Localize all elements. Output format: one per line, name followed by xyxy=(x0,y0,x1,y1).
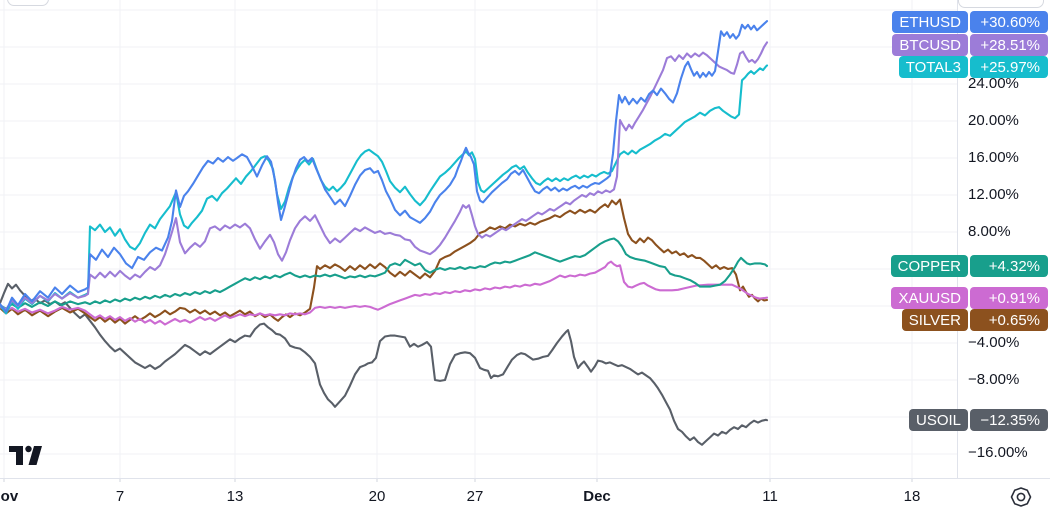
symbol-label: SILVER xyxy=(901,309,968,331)
price-label-ethusd[interactable]: ETHUSD +30.60% xyxy=(892,11,1048,33)
change-value: +4.32% xyxy=(970,255,1048,277)
price-label-xauusd[interactable]: XAUUSD +0.91% xyxy=(891,287,1048,309)
symbol-label: BTCUSD xyxy=(892,34,968,56)
x-axis-label: 13 xyxy=(226,488,244,505)
x-axis-label: 20 xyxy=(368,488,386,505)
y-axis-label: 16.00% xyxy=(968,149,1019,166)
cutoff-label-top-right xyxy=(958,0,1044,8)
change-value: +28.51% xyxy=(970,34,1048,56)
scale-settings-gear-icon[interactable] xyxy=(1006,486,1036,508)
x-axis-label: 27 xyxy=(466,488,484,505)
symbol-label: COPPER xyxy=(890,255,968,277)
y-axis-label: 20.00% xyxy=(968,112,1019,129)
symbol-label: USOIL xyxy=(908,409,968,431)
x-axis-label-nov: Nov xyxy=(0,488,19,505)
symbol-label: ETHUSD xyxy=(892,11,968,33)
price-label-usoil[interactable]: USOIL −12.35% xyxy=(908,409,1048,431)
tradingview-logo-icon[interactable] xyxy=(8,444,44,466)
y-axis-label: −4.00% xyxy=(968,334,1020,351)
x-axis-label-dec: Dec xyxy=(583,488,611,505)
x-axis-label: 11 xyxy=(762,488,778,505)
change-value: +0.91% xyxy=(970,287,1048,309)
y-axis-label: 8.00% xyxy=(968,223,1011,240)
change-value: +30.60% xyxy=(970,11,1048,33)
change-value: +25.97% xyxy=(970,56,1048,78)
price-label-copper[interactable]: COPPER +4.32% xyxy=(890,255,1048,277)
y-axis-label: 24.00% xyxy=(968,75,1019,92)
cutoff-button-top-left[interactable] xyxy=(7,0,49,6)
change-value: −12.35% xyxy=(970,409,1048,431)
symbol-label: XAUUSD xyxy=(891,287,968,309)
price-label-total3[interactable]: TOTAL3 +25.97% xyxy=(898,56,1048,78)
change-value: +0.65% xyxy=(970,309,1048,331)
price-label-silver[interactable]: SILVER +0.65% xyxy=(901,309,1048,331)
symbol-label: TOTAL3 xyxy=(898,56,968,78)
y-axis-label: −8.00% xyxy=(968,371,1020,388)
price-label-btcusd[interactable]: BTCUSD +28.51% xyxy=(892,34,1048,56)
y-axis-label: −16.00% xyxy=(968,444,1028,461)
x-axis-label: 7 xyxy=(115,488,125,505)
y-axis-label: 12.00% xyxy=(968,186,1019,203)
x-axis-label: 18 xyxy=(903,488,921,505)
